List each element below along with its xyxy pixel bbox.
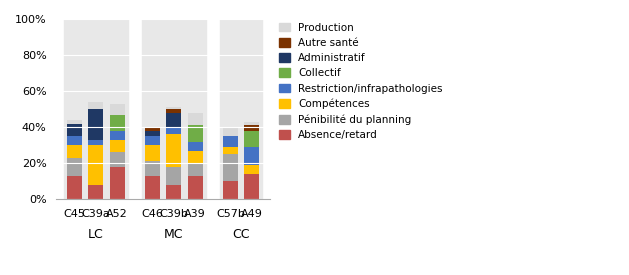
Bar — [67, 136, 82, 145]
Legend: Production, Autre santé, Administratif, Collectif, Restriction/infrapathologies,: Production, Autre santé, Administratif, … — [277, 21, 445, 142]
Bar — [142, 19, 206, 199]
Bar — [223, 154, 238, 181]
Bar — [67, 176, 82, 199]
Bar — [166, 127, 181, 134]
Bar — [109, 115, 125, 131]
Bar — [244, 122, 259, 125]
Bar — [223, 147, 238, 154]
Bar — [109, 152, 125, 167]
Bar — [223, 127, 238, 136]
Text: MC: MC — [164, 228, 184, 241]
Bar — [166, 134, 181, 167]
Bar — [64, 19, 128, 199]
Bar — [145, 131, 160, 136]
Bar — [145, 145, 160, 161]
Bar — [88, 140, 103, 145]
Bar — [145, 136, 160, 145]
Bar — [88, 102, 103, 109]
Bar — [244, 125, 259, 131]
Bar — [187, 151, 203, 163]
Bar — [187, 176, 203, 199]
Bar — [187, 125, 203, 142]
Bar — [166, 113, 181, 127]
Bar — [223, 136, 238, 147]
Bar — [109, 167, 125, 199]
Bar — [223, 181, 238, 199]
Bar — [244, 165, 259, 174]
Bar — [244, 147, 259, 165]
Bar — [166, 109, 181, 113]
Bar — [244, 174, 259, 199]
Bar — [187, 163, 203, 176]
Bar — [166, 185, 181, 199]
Bar — [67, 120, 82, 124]
Bar — [67, 145, 82, 158]
Bar — [67, 158, 82, 176]
Bar — [88, 109, 103, 140]
Bar — [166, 167, 181, 185]
Bar — [88, 185, 103, 199]
Text: LC: LC — [88, 228, 104, 241]
Bar — [67, 124, 82, 136]
Bar — [166, 107, 181, 109]
Bar — [88, 145, 103, 185]
Bar — [220, 19, 262, 199]
Bar — [109, 140, 125, 152]
Bar — [244, 131, 259, 147]
Bar — [109, 131, 125, 140]
Text: CC: CC — [232, 228, 250, 241]
Bar — [145, 176, 160, 199]
Bar — [145, 127, 160, 131]
Bar — [187, 113, 203, 125]
Bar — [109, 104, 125, 115]
Bar — [145, 161, 160, 176]
Bar — [187, 142, 203, 151]
